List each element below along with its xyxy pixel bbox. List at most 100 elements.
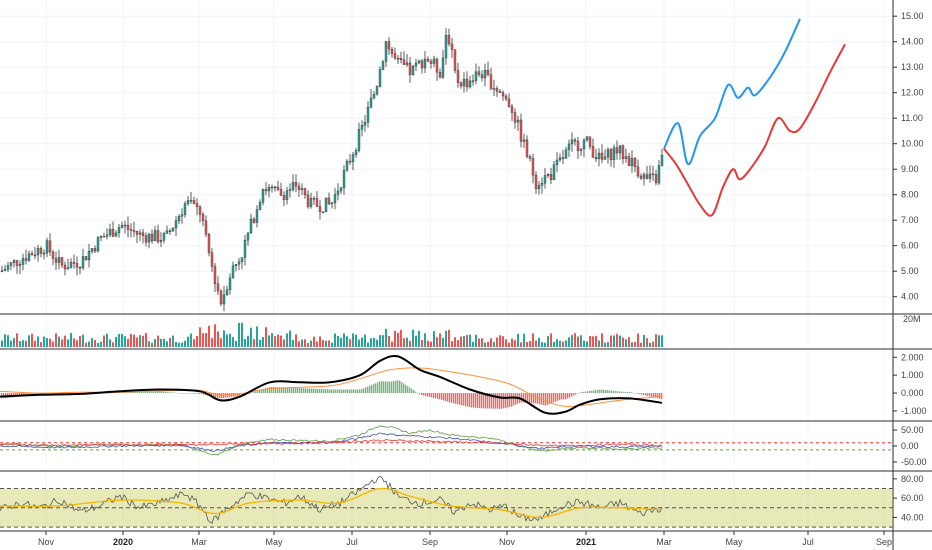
macd-hist-bar: [295, 387, 297, 394]
macd-hist-bar: [467, 393, 469, 407]
candle-body: [15, 260, 19, 266]
forecast-line: [663, 43, 846, 217]
macd-hist-bar: [387, 381, 389, 394]
macd-hist-bar: [105, 393, 107, 394]
macd-hist-bar: [257, 390, 259, 394]
macd-hist-bar: [555, 393, 557, 402]
candle-body: [564, 149, 568, 159]
candle-body: [426, 58, 430, 62]
candle-body: [147, 233, 151, 243]
macd-hist-bar: [391, 381, 393, 394]
candle-body: [315, 198, 319, 207]
volume-bar: [424, 333, 426, 347]
macd-hist-bar: [577, 393, 579, 394]
candle-body: [390, 48, 394, 54]
volume-bar: [127, 338, 129, 347]
macd-hist-bar: [541, 393, 543, 405]
volume-bar: [25, 340, 27, 347]
volume-bar: [106, 333, 108, 347]
macd-hist-bar: [285, 387, 287, 394]
candle-body: [471, 80, 475, 82]
volume-bar: [520, 342, 522, 347]
macd-hist-bar: [383, 381, 385, 394]
macd-hist-bar: [503, 393, 505, 409]
candle-body: [60, 257, 64, 266]
candle-body: [54, 258, 58, 263]
candle-body: [177, 215, 181, 222]
candle-body: [3, 269, 7, 271]
macd-hist-bar: [353, 389, 355, 394]
volume-bar: [361, 337, 363, 347]
macd-hist-bar: [323, 389, 325, 394]
volume-bar: [1, 340, 3, 347]
rsi-lines: [0, 475, 663, 525]
volume-bar: [529, 341, 531, 347]
volume-bar: [436, 337, 438, 347]
macd-hist-bar: [457, 393, 459, 405]
macd-hist-bar: [423, 393, 425, 396]
price-axis: 4.00 5.00 6.00 7.00 8.00 9.00 10.00 11.00 12.00 1…: [893, 11, 924, 302]
candle-body: [123, 224, 127, 227]
candle-body: [234, 263, 238, 267]
volume-bar: [370, 338, 372, 347]
volume-bar: [211, 338, 213, 347]
rsi-ma-line: [0, 487, 663, 519]
macd-hist-bar: [115, 392, 117, 394]
time-tick-label: Nov: [38, 537, 55, 547]
volume-bar: [157, 335, 159, 347]
volume-bar: [28, 335, 30, 347]
macd-hist-bar: [473, 393, 475, 408]
candle-body: [66, 267, 70, 270]
macd-hist-bar: [545, 393, 547, 406]
candle-body: [498, 91, 502, 93]
volume-bar: [481, 338, 483, 347]
macd-hist-bar: [293, 387, 295, 394]
candle-body: [348, 160, 352, 163]
macd-hist-bar: [377, 382, 379, 394]
candle-body: [408, 62, 412, 75]
candle-body: [36, 248, 40, 256]
candle-body: [165, 230, 169, 234]
volume-bar: [121, 334, 123, 347]
candle-body: [129, 229, 133, 231]
macd-hist-bar: [515, 393, 517, 405]
macd-hist-bar: [437, 393, 439, 399]
candle-body: [216, 283, 220, 292]
macd-hist-bar: [311, 388, 313, 394]
macd-hist-bar: [249, 393, 251, 394]
volume-bar: [244, 339, 246, 347]
macd-signal-line: [0, 367, 663, 407]
candle-body: [570, 139, 574, 145]
volume-bar: [598, 340, 600, 347]
volume-bar: [382, 335, 384, 347]
price-tick-label: 7.00: [901, 215, 919, 225]
candle-body: [567, 143, 571, 150]
volume-bar: [550, 333, 552, 347]
candle-body: [96, 237, 100, 252]
dmi-tick-label: -50.00: [901, 457, 927, 467]
candle-body: [81, 256, 85, 269]
candle-body: [546, 174, 550, 176]
macd-hist-bar: [261, 389, 263, 394]
macd-hist-bar: [643, 393, 645, 396]
macd-hist-bar: [401, 382, 403, 394]
candle-body: [345, 160, 349, 171]
macd-hist-bar: [151, 391, 153, 394]
candle-body: [24, 258, 28, 261]
candle-body: [618, 145, 622, 154]
candle-body: [174, 220, 178, 229]
candle-body: [489, 74, 493, 90]
volume-bar: [256, 326, 258, 347]
volume-bar: [532, 333, 534, 347]
candle-body: [522, 139, 526, 142]
candle-body: [603, 156, 607, 160]
candle-body: [306, 194, 310, 207]
candle-body: [504, 95, 508, 100]
candle-body: [21, 258, 25, 265]
macd-hist-bar: [521, 393, 523, 403]
volume-bar: [574, 333, 576, 347]
macd-hist-bar: [475, 393, 477, 408]
volume-bar: [610, 335, 612, 347]
volume-bar: [85, 342, 87, 347]
volume-bar: [451, 341, 453, 347]
